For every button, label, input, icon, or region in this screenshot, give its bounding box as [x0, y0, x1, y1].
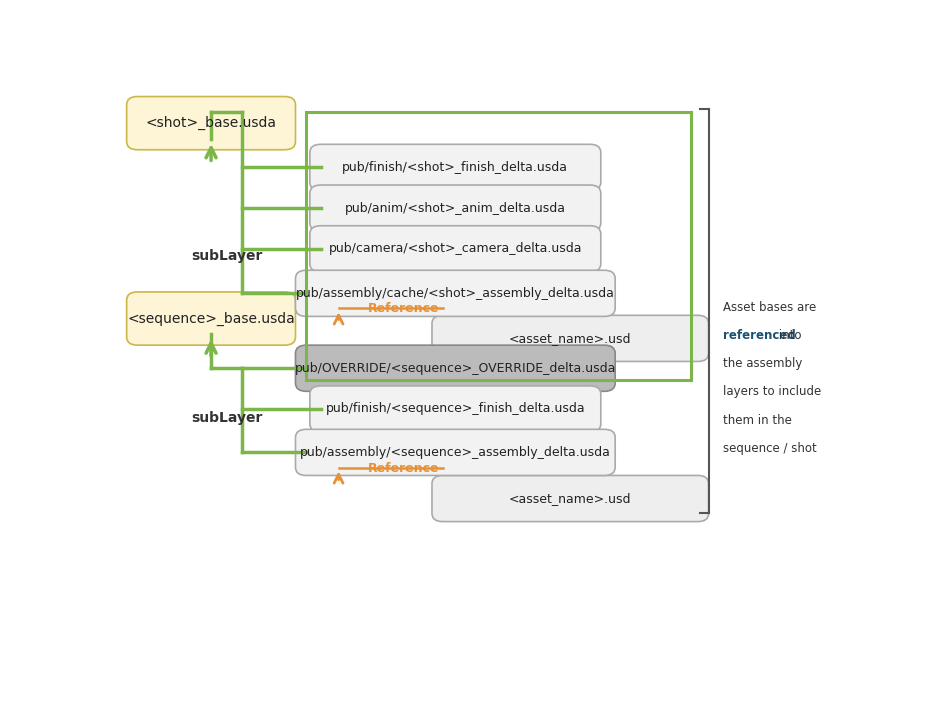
Text: pub/finish/<sequence>_finish_delta.usda: pub/finish/<sequence>_finish_delta.usda [325, 403, 585, 415]
Text: <sequence>_base.usda: <sequence>_base.usda [127, 312, 295, 326]
Text: subLayer: subLayer [191, 412, 262, 425]
Text: pub/assembly/<sequence>_assembly_delta.usda: pub/assembly/<sequence>_assembly_delta.u… [300, 446, 611, 459]
Text: the assembly: the assembly [723, 357, 803, 370]
FancyBboxPatch shape [310, 145, 601, 190]
Text: layers to include: layers to include [723, 386, 821, 398]
Text: pub/OVERRIDE/<sequence>_OVERRIDE_delta.usda: pub/OVERRIDE/<sequence>_OVERRIDE_delta.u… [295, 362, 616, 375]
Text: sequence / shot: sequence / shot [723, 442, 817, 455]
FancyBboxPatch shape [310, 226, 601, 272]
Text: <asset_name>.usd: <asset_name>.usd [509, 492, 631, 505]
FancyBboxPatch shape [432, 475, 708, 522]
Text: pub/assembly/cache/<shot>_assembly_delta.usda: pub/assembly/cache/<shot>_assembly_delta… [296, 287, 615, 300]
FancyBboxPatch shape [432, 315, 708, 362]
FancyBboxPatch shape [310, 185, 601, 231]
FancyBboxPatch shape [127, 97, 296, 149]
Text: <shot>_base.usda: <shot>_base.usda [146, 116, 276, 130]
Text: Reference: Reference [368, 302, 439, 314]
FancyBboxPatch shape [310, 386, 601, 432]
Text: referenced: referenced [723, 329, 795, 342]
Text: Reference: Reference [368, 462, 439, 475]
FancyBboxPatch shape [296, 429, 616, 475]
FancyBboxPatch shape [296, 345, 616, 391]
Text: pub/camera/<shot>_camera_delta.usda: pub/camera/<shot>_camera_delta.usda [328, 243, 582, 255]
Text: pub/finish/<shot>_finish_delta.usda: pub/finish/<shot>_finish_delta.usda [342, 161, 568, 174]
Text: into: into [775, 329, 802, 342]
Text: subLayer: subLayer [191, 249, 262, 262]
Text: them in the: them in the [723, 414, 792, 427]
Text: <asset_name>.usd: <asset_name>.usd [509, 332, 631, 345]
FancyBboxPatch shape [296, 270, 616, 317]
Text: pub/anim/<shot>_anim_delta.usda: pub/anim/<shot>_anim_delta.usda [345, 202, 565, 214]
Text: Asset bases are: Asset bases are [723, 300, 816, 314]
FancyBboxPatch shape [127, 292, 296, 345]
